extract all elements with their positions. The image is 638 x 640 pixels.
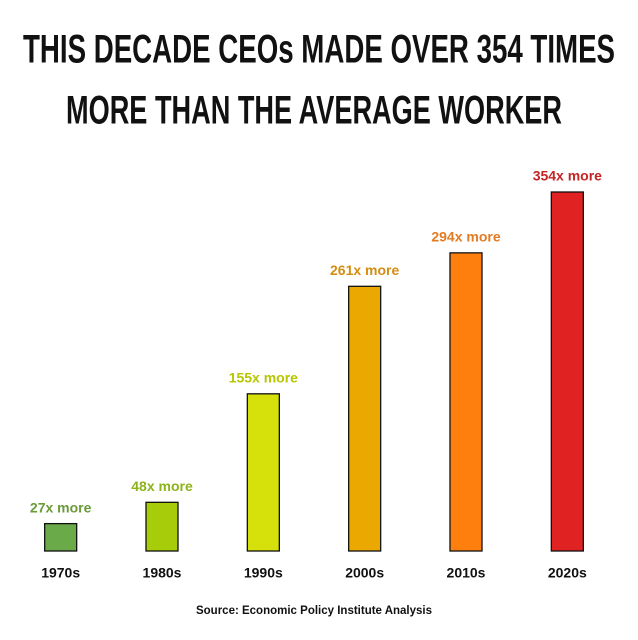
chart-title: THIS DECADE CEOs MADE OVER 354 TIMES <box>23 28 615 72</box>
chart-title: MORE THAN THE AVERAGE WORKER <box>66 89 562 133</box>
value-label: 27x more <box>30 499 92 515</box>
bar <box>550 191 584 552</box>
value-label: 48x more <box>131 478 193 494</box>
value-label: 155x more <box>229 370 298 386</box>
bar <box>246 393 280 552</box>
x-tick-label: 1970s <box>41 565 80 581</box>
value-label: 294x more <box>431 229 500 245</box>
bar <box>44 522 78 552</box>
bar <box>348 285 382 552</box>
value-label: 354x more <box>533 168 602 184</box>
x-tick-label: 1980s <box>143 565 182 581</box>
source: Source: Economic Policy Institute Analys… <box>196 605 432 617</box>
bar <box>145 501 179 552</box>
x-tick-label: 2020s <box>548 565 587 581</box>
value-label: 261x more <box>330 262 399 278</box>
x-tick-label: 1990s <box>244 565 283 581</box>
x-tick-label: 2010s <box>447 565 486 581</box>
bar <box>449 252 483 552</box>
x-tick-label: 2000s <box>345 565 384 581</box>
